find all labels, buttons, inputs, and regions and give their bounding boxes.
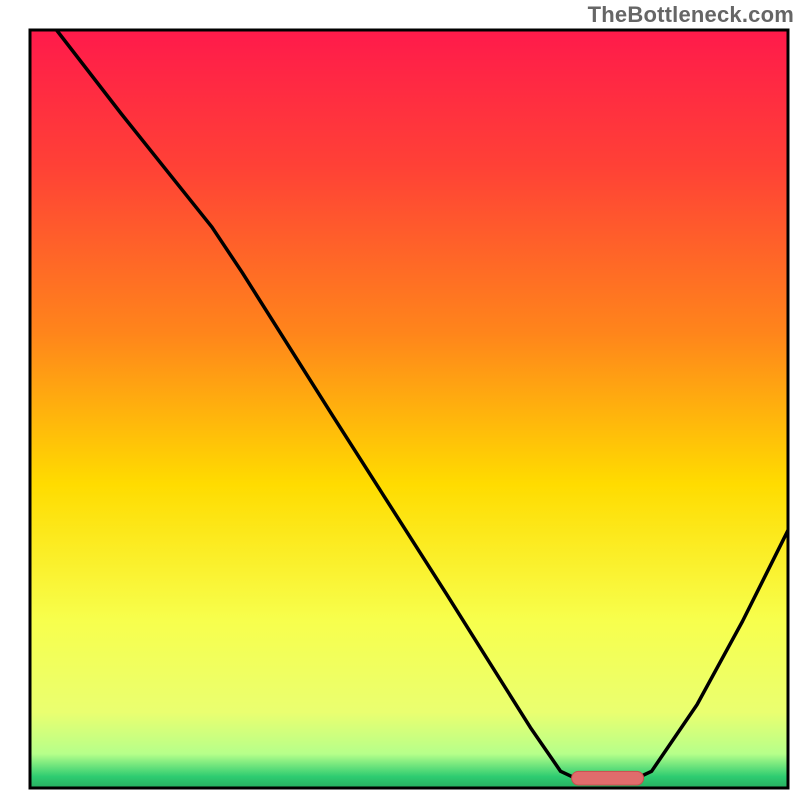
optimal-marker <box>572 771 644 785</box>
bottleneck-chart: { "watermark": { "text": "TheBottleneck.… <box>0 0 800 800</box>
plot-svg <box>0 0 800 800</box>
